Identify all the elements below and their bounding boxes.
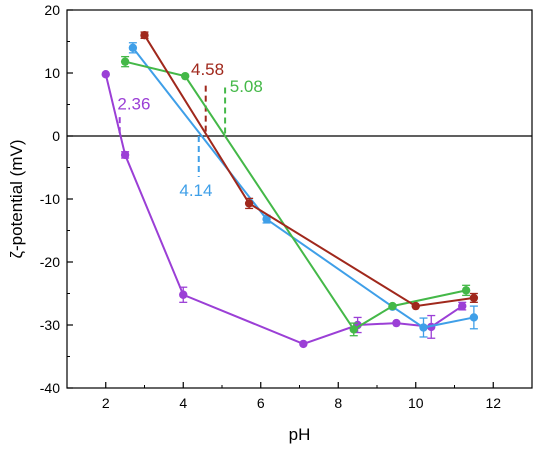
series-layer: [101, 31, 479, 349]
annotation-label: 2.36: [117, 95, 150, 114]
y-tick-label: 20: [44, 2, 60, 18]
annotation-labels: 2.36 4.14 4.58 5.08: [117, 60, 262, 200]
annotation-label: 5.08: [230, 77, 263, 96]
data-point: [299, 339, 308, 349]
data-point: [244, 199, 254, 208]
data-point: [140, 31, 149, 40]
data-point: [388, 301, 397, 311]
data-point: [101, 70, 110, 79]
tick-labels: 2 4 6 8 10 12 -40 -30 -20 -10 0 10 20: [40, 2, 501, 411]
data-point: [469, 293, 479, 303]
y-tick-label: -40: [40, 380, 60, 396]
plot-frame: [66, 9, 533, 389]
data-point: [411, 301, 420, 311]
annotation-label: 4.14: [179, 181, 212, 200]
data-point: [262, 214, 271, 224]
y-tick-label: -30: [40, 317, 60, 333]
annotation-label: 4.58: [191, 60, 224, 79]
series-3: [120, 55, 471, 337]
plot-border: [66, 9, 533, 389]
y-tick-label: -10: [40, 191, 60, 207]
series-line: [143, 34, 475, 308]
data-point: [458, 301, 467, 311]
data-point: [461, 286, 471, 295]
x-tick-label: 10: [408, 395, 424, 411]
x-axis-title: pH: [289, 425, 311, 444]
x-tick-label: 6: [257, 395, 265, 411]
data-point: [392, 318, 401, 328]
y-tick-label: 10: [44, 65, 60, 81]
data-point: [469, 313, 479, 322]
data-point: [349, 325, 358, 334]
x-tick-label: 8: [334, 395, 342, 411]
y-tick-label: -20: [40, 254, 60, 270]
y-axis-title: ζ-potential (mV): [7, 140, 26, 259]
x-tick-label: 2: [102, 395, 110, 411]
data-point: [120, 150, 130, 160]
series-4: [140, 31, 479, 311]
x-tick-label: 4: [179, 395, 187, 411]
data-point: [120, 57, 130, 66]
axis-ticks: [66, 9, 533, 389]
data-point: [180, 71, 190, 81]
y-tick-label: 0: [52, 128, 60, 144]
data-point: [179, 290, 188, 299]
x-tick-label: 12: [485, 395, 501, 411]
data-point: [419, 323, 428, 332]
data-point: [128, 43, 138, 52]
